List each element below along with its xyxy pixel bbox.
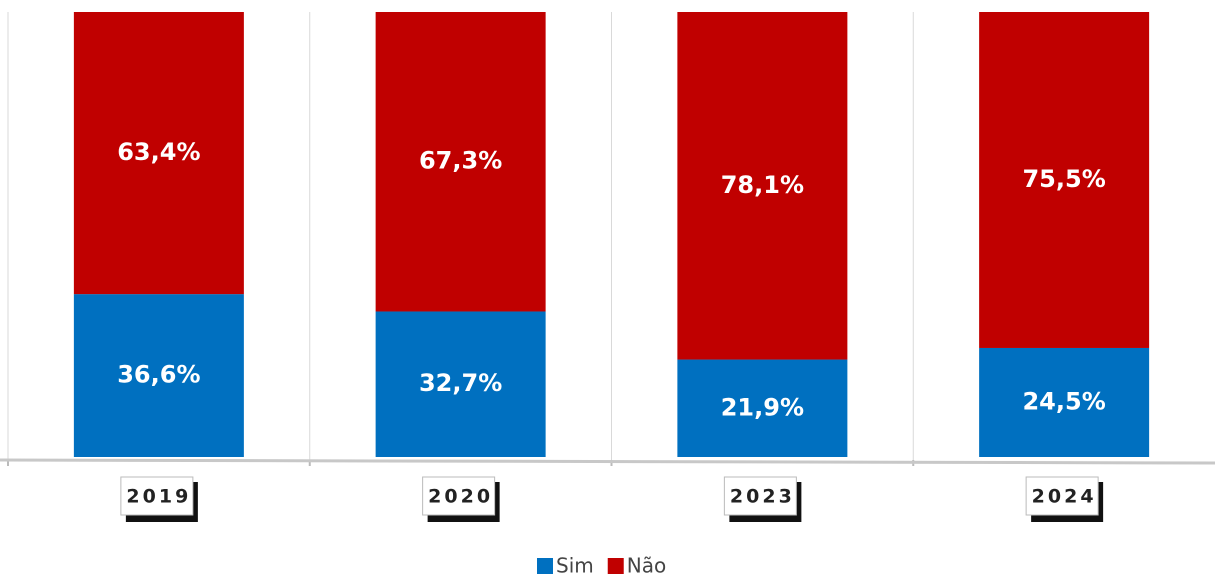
legend-swatch [537,558,553,574]
bar-segment [73,294,244,457]
data-label: 36,6% [117,361,200,389]
legend-label: Não [627,554,666,577]
x-tick-label: 2024 [1032,486,1097,508]
x-tick-label: 2019 [126,486,191,508]
bar-segment [677,359,848,457]
bar-segment [375,12,546,312]
category-label-box [422,476,496,516]
category-label-box [1025,476,1099,516]
data-label: 24,5% [1022,387,1105,415]
category-label-box [723,476,797,516]
bar-segment [677,12,848,360]
data-label: 21,9% [721,393,804,421]
data-label: 63,4% [117,138,200,166]
x-tick-label: 2023 [730,486,795,508]
legend-swatch [607,558,624,574]
data-label: 32,7% [419,369,502,397]
legend-label: Sim [556,554,594,577]
data-label: 67,3% [419,147,502,175]
bar-segment [979,347,1150,457]
data-label: 75,5% [1022,165,1105,193]
data-label: 78,1% [721,171,804,199]
bar-segment [375,311,546,457]
category-label-box [120,476,194,516]
bar-segment [73,12,244,295]
x-axis [0,458,1215,465]
x-tick-label: 2020 [428,486,493,508]
bar-segment [979,12,1150,348]
